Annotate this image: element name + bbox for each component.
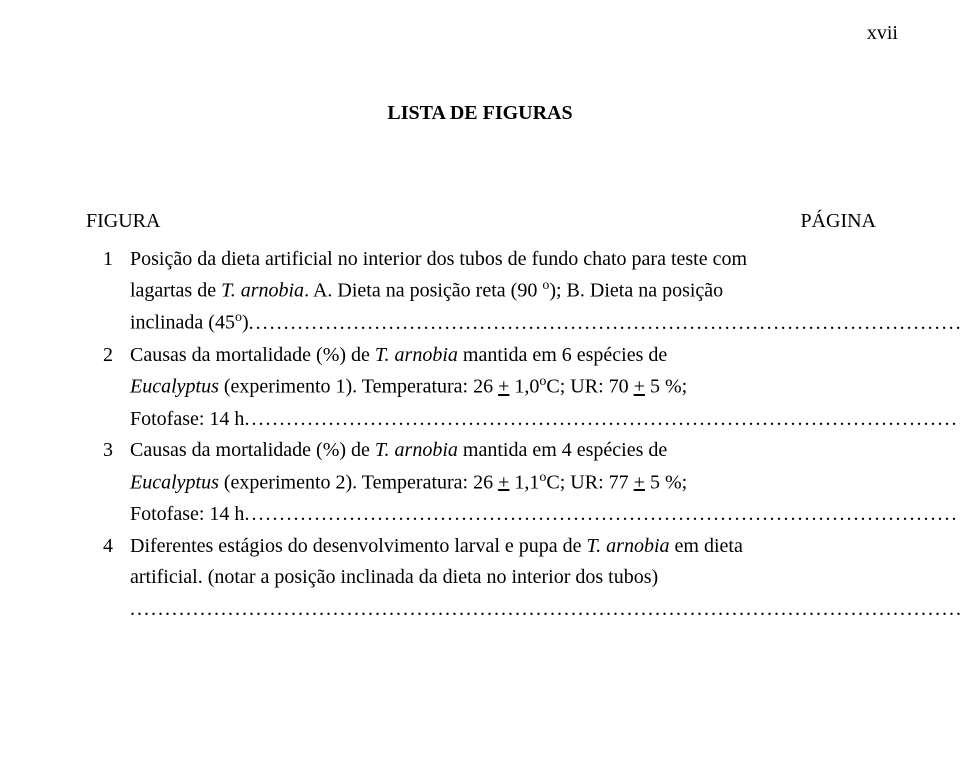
page-number: xvii xyxy=(867,18,898,50)
list-item: 2Causas da mortalidade (%) de T. arnobia… xyxy=(86,340,876,435)
leader-dots: ........................................… xyxy=(249,308,960,340)
figures-list: FIGURA PÁGINA 1Posição da dieta artifici… xyxy=(86,206,876,625)
leader-dots: ........................................… xyxy=(244,499,960,531)
leader-dots: ........................................… xyxy=(130,594,960,626)
figure-caption: Posição da dieta artificial no interior … xyxy=(130,244,960,340)
figure-caption: Causas da mortalidade (%) de T. arnobia … xyxy=(130,435,960,530)
list-item: 1Posição da dieta artificial no interior… xyxy=(86,244,876,340)
figure-number: 2 xyxy=(86,340,130,435)
header-figura: FIGURA xyxy=(86,206,186,238)
page-title: LISTA DE FIGURAS xyxy=(0,98,960,130)
header-pagina: PÁGINA xyxy=(800,206,876,238)
figure-number: 3 xyxy=(86,435,130,530)
figure-caption: Causas da mortalidade (%) de T. arnobia … xyxy=(130,340,960,435)
leader-dots: ........................................… xyxy=(244,404,960,436)
list-item: 4Diferentes estágios do desenvolvimento … xyxy=(86,531,876,626)
list-header-row: FIGURA PÁGINA xyxy=(86,206,876,238)
figure-caption: Diferentes estágios do desenvolvimento l… xyxy=(130,531,960,626)
figure-number: 4 xyxy=(86,531,130,626)
list-item: 3Causas da mortalidade (%) de T. arnobia… xyxy=(86,435,876,530)
figure-number: 1 xyxy=(86,244,130,340)
